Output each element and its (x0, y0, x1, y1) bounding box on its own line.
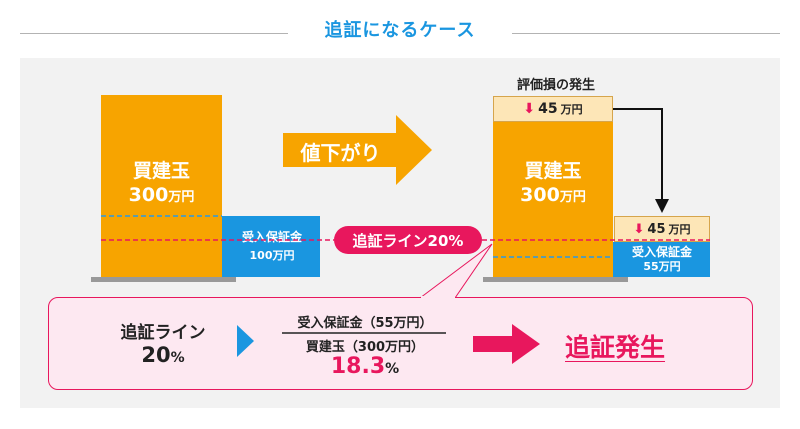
before-bar-label: 買建玉 300万円 (101, 160, 222, 208)
before-bar-unit: 万円 (168, 189, 195, 205)
margin-call-line-badge: 追証ライン20% (334, 226, 482, 254)
after-bar-name: 買建玉 (524, 160, 582, 182)
after-margin-block (613, 242, 710, 277)
calc-line-value: 20 (141, 343, 171, 367)
calc-denominator: 買建玉（300万円） (305, 340, 425, 355)
title-rule-left (20, 33, 288, 34)
loss-connector-arrowhead (655, 199, 669, 213)
before-position-bar (101, 95, 222, 277)
loss-connector-line (613, 108, 663, 200)
before-margin-amount: 100万円 (249, 249, 295, 263)
down-arrow-icon: ⬇ (633, 221, 645, 237)
price-drop-label: 値下がり (300, 141, 381, 165)
before-bar-name: 買建玉 (132, 160, 190, 182)
calc-numerator: 受入保証金（55万円） (297, 316, 433, 331)
diagram-title: 追証になるケース (324, 20, 476, 41)
down-arrow-icon: ⬇ (523, 101, 536, 117)
title-rule-right (512, 33, 780, 34)
before-ground (91, 277, 236, 282)
after-loss-margin-unit: 万円 (668, 223, 691, 236)
calc-result-value: 18.3 (330, 354, 386, 379)
calc-line-unit: % (170, 350, 185, 366)
after-loss-box-top: ⬇ 45 万円 (493, 96, 613, 122)
before-bar-amount: 300 (128, 183, 169, 206)
calc-conclusion: 追証発生 (565, 333, 666, 362)
price-drop-arrow (283, 115, 432, 185)
after-loss-top-amount: 45 (538, 101, 558, 117)
after-margin-label: 受入保証金 55万円 (614, 244, 710, 275)
calc-result-unit: % (385, 361, 400, 377)
calculation-callout (48, 297, 753, 390)
calc-line-label: 追証ライン (120, 323, 206, 343)
compare-chevron-icon (237, 325, 254, 357)
after-bar-unit: 万円 (559, 189, 586, 205)
after-loss-margin-amount: 45 (647, 221, 666, 237)
calc-line-block: 追証ライン 20% (108, 318, 218, 367)
after-ground (483, 277, 628, 282)
after-margin-name: 受入保証金 (631, 245, 692, 259)
after-margin-amount: 55万円 (643, 260, 681, 274)
before-margin-block (222, 216, 320, 277)
result-arrow (473, 324, 540, 364)
callout-tail-cover (421, 296, 455, 299)
after-position-bar (493, 122, 613, 277)
after-loss-top-unit: 万円 (560, 103, 583, 116)
after-loss-box-margin: ⬇ 45 万円 (614, 216, 710, 242)
calc-result: 18.3% (270, 354, 460, 379)
after-bar-amount: 300 (520, 183, 560, 206)
after-bar-label: 買建玉 300万円 (493, 160, 613, 208)
after-loss-caption: 評価損の発生 (516, 78, 595, 93)
before-margin-notch (201, 216, 222, 240)
